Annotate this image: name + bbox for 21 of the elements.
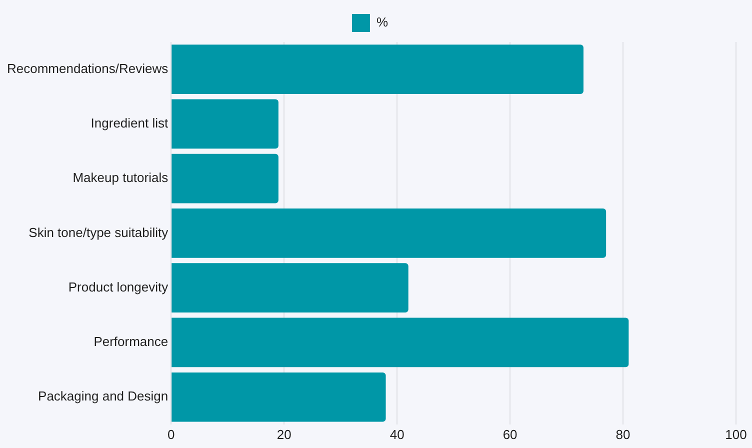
x-tick-label: 60 xyxy=(502,426,518,442)
y-tick-label: Makeup tutorials xyxy=(72,170,169,186)
y-tick-label: Performance xyxy=(94,334,168,350)
x-tick-label: 40 xyxy=(390,426,404,442)
legend-label: % xyxy=(376,14,388,30)
y-tick-label: Product longevity xyxy=(68,279,169,294)
y-tick-label: Skin tone/type suitability xyxy=(28,224,169,240)
bar xyxy=(172,154,278,204)
bar xyxy=(172,318,629,368)
x-tick-label: 20 xyxy=(276,426,292,442)
x-tick-label: 0 xyxy=(168,426,175,442)
bar xyxy=(172,263,408,312)
y-tick-label: Recommendations/Reviews xyxy=(7,60,169,76)
y-tick-label: Packaging and Design xyxy=(38,388,168,404)
bar xyxy=(172,208,606,258)
bar xyxy=(172,44,584,94)
bar xyxy=(172,372,386,422)
y-tick-label: Ingredient list xyxy=(90,116,169,131)
bar xyxy=(172,99,278,149)
x-tick-label: 80 xyxy=(616,426,630,442)
x-tick-label: 100 xyxy=(725,426,747,442)
